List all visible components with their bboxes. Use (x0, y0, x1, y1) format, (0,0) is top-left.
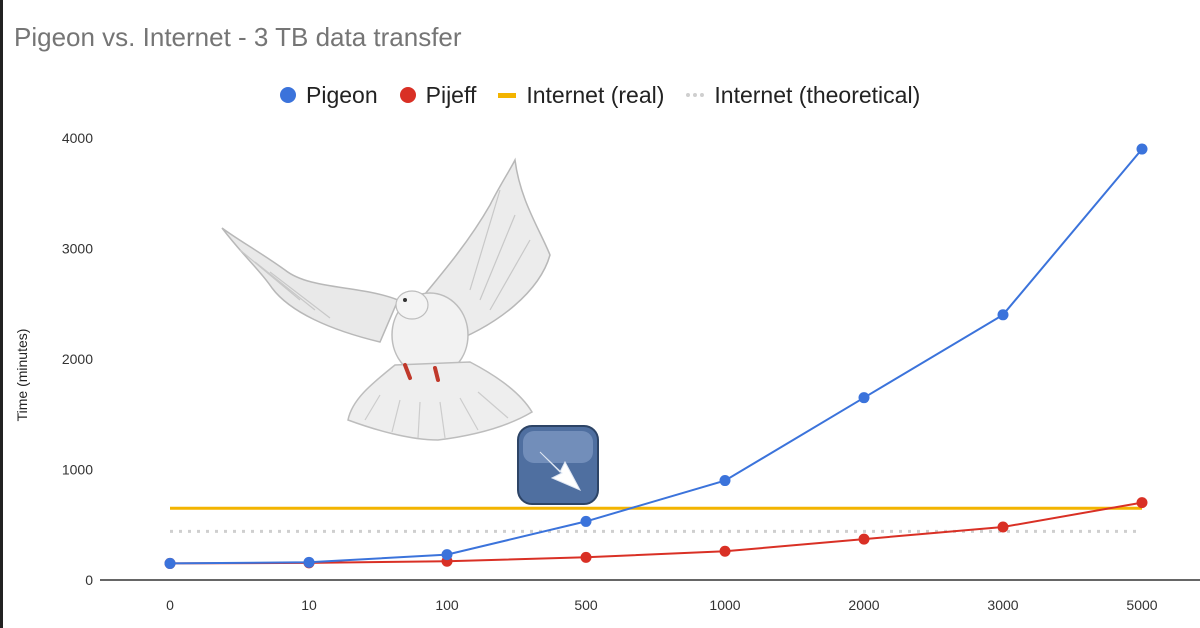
legend-label-pigeon: Pigeon (306, 81, 378, 108)
y-axis-title: Time (minutes) (14, 329, 30, 422)
y-tick-label-2000: 2000 (62, 351, 93, 367)
point-pijeff-1000 (719, 545, 731, 557)
point-pigeon-3000 (997, 309, 1009, 321)
legend-item-internet-real: Internet (real) (498, 82, 664, 109)
x-tick-label-0: 0 (166, 597, 174, 613)
series-line-pigeon (169, 148, 1143, 565)
y-tick-label-1000: 1000 (62, 462, 93, 478)
series-layer (164, 143, 1148, 569)
x-tick-label-1000: 1000 (709, 597, 740, 613)
arrow-icon (517, 425, 599, 505)
x-tick-label-3000: 3000 (987, 597, 1018, 613)
legend-item-pijeff: Pijeff (399, 81, 477, 109)
point-pigeon-2000 (858, 392, 870, 404)
series-pigeon (164, 143, 1148, 569)
series-line-pijeff (169, 501, 1143, 565)
point-pijeff-5000 (1136, 497, 1148, 509)
legend-swatch-pigeon (280, 87, 296, 103)
chart-legend: Pigeon Pijeff Internet (real) Internet (… (280, 80, 920, 110)
y-axis-label: Time (minutes) (14, 329, 30, 422)
y-tick-label-3000: 3000 (62, 241, 93, 257)
x-tick-label-10: 10 (301, 597, 317, 613)
chart-title: Pigeon vs. Internet - 3 TB data transfer (14, 22, 462, 52)
point-pijeff-3000 (997, 521, 1009, 533)
legend-swatch-internet-theoretical (686, 93, 705, 97)
point-pigeon-100 (441, 549, 453, 561)
point-pigeon-1000 (719, 475, 731, 487)
legend-item-pigeon: Pigeon (280, 82, 378, 109)
point-pijeff-2000 (858, 533, 870, 545)
legend-swatch-pijeff (399, 87, 416, 103)
y-axis-ticks: 0 1000 2000 3000 4000 (62, 130, 93, 588)
x-tick-label-100: 100 (435, 597, 459, 613)
y-tick-label-0: 0 (85, 572, 93, 588)
point-pijeff-500 (580, 551, 592, 563)
point-pigeon-0 (164, 557, 176, 569)
legend-swatch-internet-real (498, 92, 517, 98)
y-tick-label-4000: 4000 (62, 130, 93, 146)
legend-label-internet-real: Internet (real) (526, 81, 665, 108)
legend-item-internet-theoretical: Internet (theoretical) (686, 82, 920, 109)
left-edge-divider (0, 0, 3, 628)
point-pigeon-500 (580, 515, 592, 527)
x-axis-ticks: 0 10 100 500 1000 2000 3000 5000 (166, 597, 1158, 613)
x-tick-label-500: 500 (574, 597, 598, 613)
x-tick-label-2000: 2000 (848, 597, 879, 613)
pigeon-image (221, 157, 551, 441)
x-tick-label-5000: 5000 (1126, 597, 1157, 613)
legend-label-internet-theoretical: Internet (theoretical) (714, 81, 921, 108)
point-pigeon-10 (303, 556, 315, 568)
legend-label-pijeff: Pijeff (425, 81, 477, 108)
point-pigeon-5000 (1136, 143, 1148, 155)
